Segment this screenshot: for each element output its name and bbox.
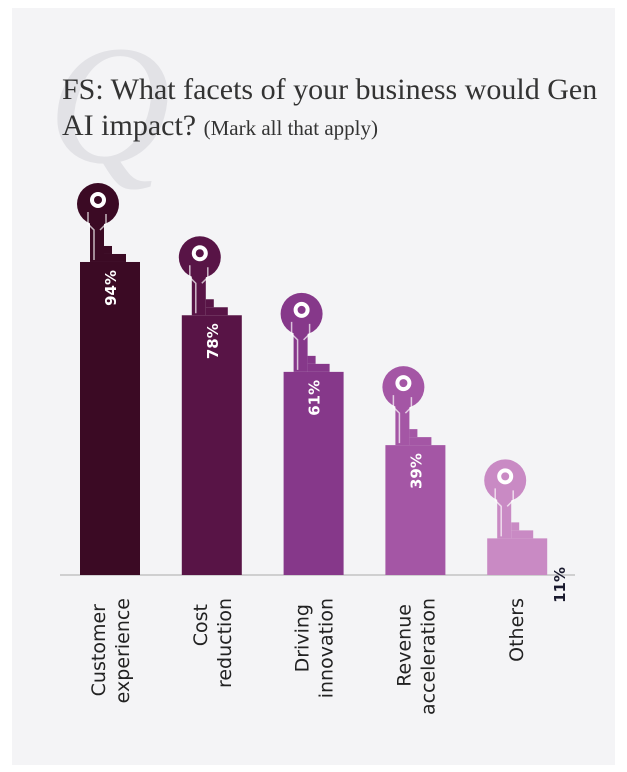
key-step	[409, 429, 418, 438]
chart-subtitle: (Mark all that apply)	[203, 116, 378, 140]
key-circuit	[392, 395, 413, 444]
x-tick-line: acceleration	[417, 598, 439, 715]
value-label: 11%	[551, 567, 569, 603]
bar	[283, 371, 344, 575]
key-step	[205, 307, 228, 316]
key-icon	[382, 366, 432, 446]
x-tick-line: experience	[112, 598, 134, 703]
bar	[80, 261, 140, 575]
key-step	[511, 522, 520, 531]
bar	[487, 538, 548, 575]
x-tick-line: reduction	[214, 598, 236, 688]
key-hole-inner	[195, 249, 204, 258]
x-tick-line: innovation	[316, 598, 338, 698]
key-icon	[77, 182, 126, 262]
x-tick-label: Customer experience	[88, 598, 134, 703]
key-icon	[178, 236, 228, 316]
key-step	[307, 355, 316, 364]
key-step	[205, 299, 214, 308]
key-step	[104, 245, 112, 254]
x-tick-line: Others	[506, 598, 528, 662]
key-hole-inner	[399, 379, 408, 388]
x-tick-label: Others	[506, 598, 528, 662]
key-hole-inner	[297, 305, 306, 314]
value-label: 61%	[306, 380, 324, 416]
key-step	[104, 253, 126, 262]
key-icon	[484, 459, 534, 539]
key-step	[409, 437, 432, 446]
x-tick-label: Revenue acceleration	[393, 598, 439, 715]
x-tick-label: Driving innovation	[292, 598, 338, 698]
watermark: Q	[48, 11, 171, 199]
key-circuit	[189, 265, 209, 314]
key-hole-inner	[94, 195, 102, 204]
bar	[385, 445, 446, 575]
value-label: 94%	[102, 270, 120, 306]
x-tick-line: Customer	[88, 598, 110, 696]
x-tick-line: Driving	[292, 598, 314, 672]
x-tick-line: Cost	[190, 598, 212, 646]
x-tick-line: Revenue	[393, 598, 415, 687]
key-circuit	[87, 211, 107, 260]
key-hole-inner	[501, 472, 510, 481]
key-step	[511, 530, 534, 539]
title-block: FS: What facets of your business would G…	[62, 72, 602, 146]
x-tick-label: Cost reduction	[190, 598, 236, 688]
chart-title: FS: What facets of your business would G…	[62, 73, 598, 142]
key-circuit	[290, 321, 311, 370]
bar	[181, 315, 242, 575]
value-label: 78%	[204, 323, 222, 359]
value-label: 39%	[407, 453, 425, 489]
key-step	[307, 363, 330, 372]
key-circuit	[494, 488, 514, 537]
key-icon	[280, 292, 330, 372]
